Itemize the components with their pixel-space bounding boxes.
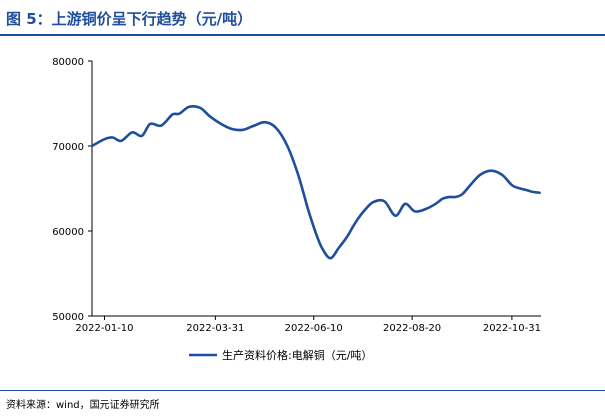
x-tick-label: 2022-01-10	[75, 323, 133, 334]
y-axis-ticks: 50000 60000 70000 80000	[52, 57, 92, 323]
source-note: 资料来源：wind，国元证券研究所	[6, 400, 160, 411]
y-tick-label: 70000	[52, 142, 84, 153]
y-tick-label: 60000	[52, 227, 84, 238]
x-tick-label: 2022-08-20	[383, 323, 441, 334]
chart-legend: 生产资料价格:电解铜（元/吨）	[189, 348, 372, 362]
x-axis-ticks: 2022-01-10 2022-03-31 2022-06-10 2022-08-20…	[75, 316, 541, 334]
x-tick-label: 2022-03-31	[186, 323, 244, 334]
y-tick-label: 50000	[52, 312, 84, 323]
series-layer	[90, 105, 541, 260]
figure-title: 图 5：上游铜价呈下行趋势（元/吨）	[6, 10, 253, 28]
legend-label: 生产资料价格:电解铜（元/吨）	[222, 348, 372, 362]
y-tick-label: 80000	[52, 57, 84, 68]
footer-divider	[0, 390, 605, 391]
x-tick-label: 2022-06-10	[285, 323, 343, 334]
line-chart: 50000 60000 70000 80000 2022-01-10 2022-03-3…	[52, 57, 541, 362]
x-tick-label: 2022-10-31	[483, 323, 541, 334]
chart-axes	[91, 61, 541, 317]
series-line-electrolytic-copper	[90, 105, 541, 260]
title-divider	[0, 34, 605, 36]
